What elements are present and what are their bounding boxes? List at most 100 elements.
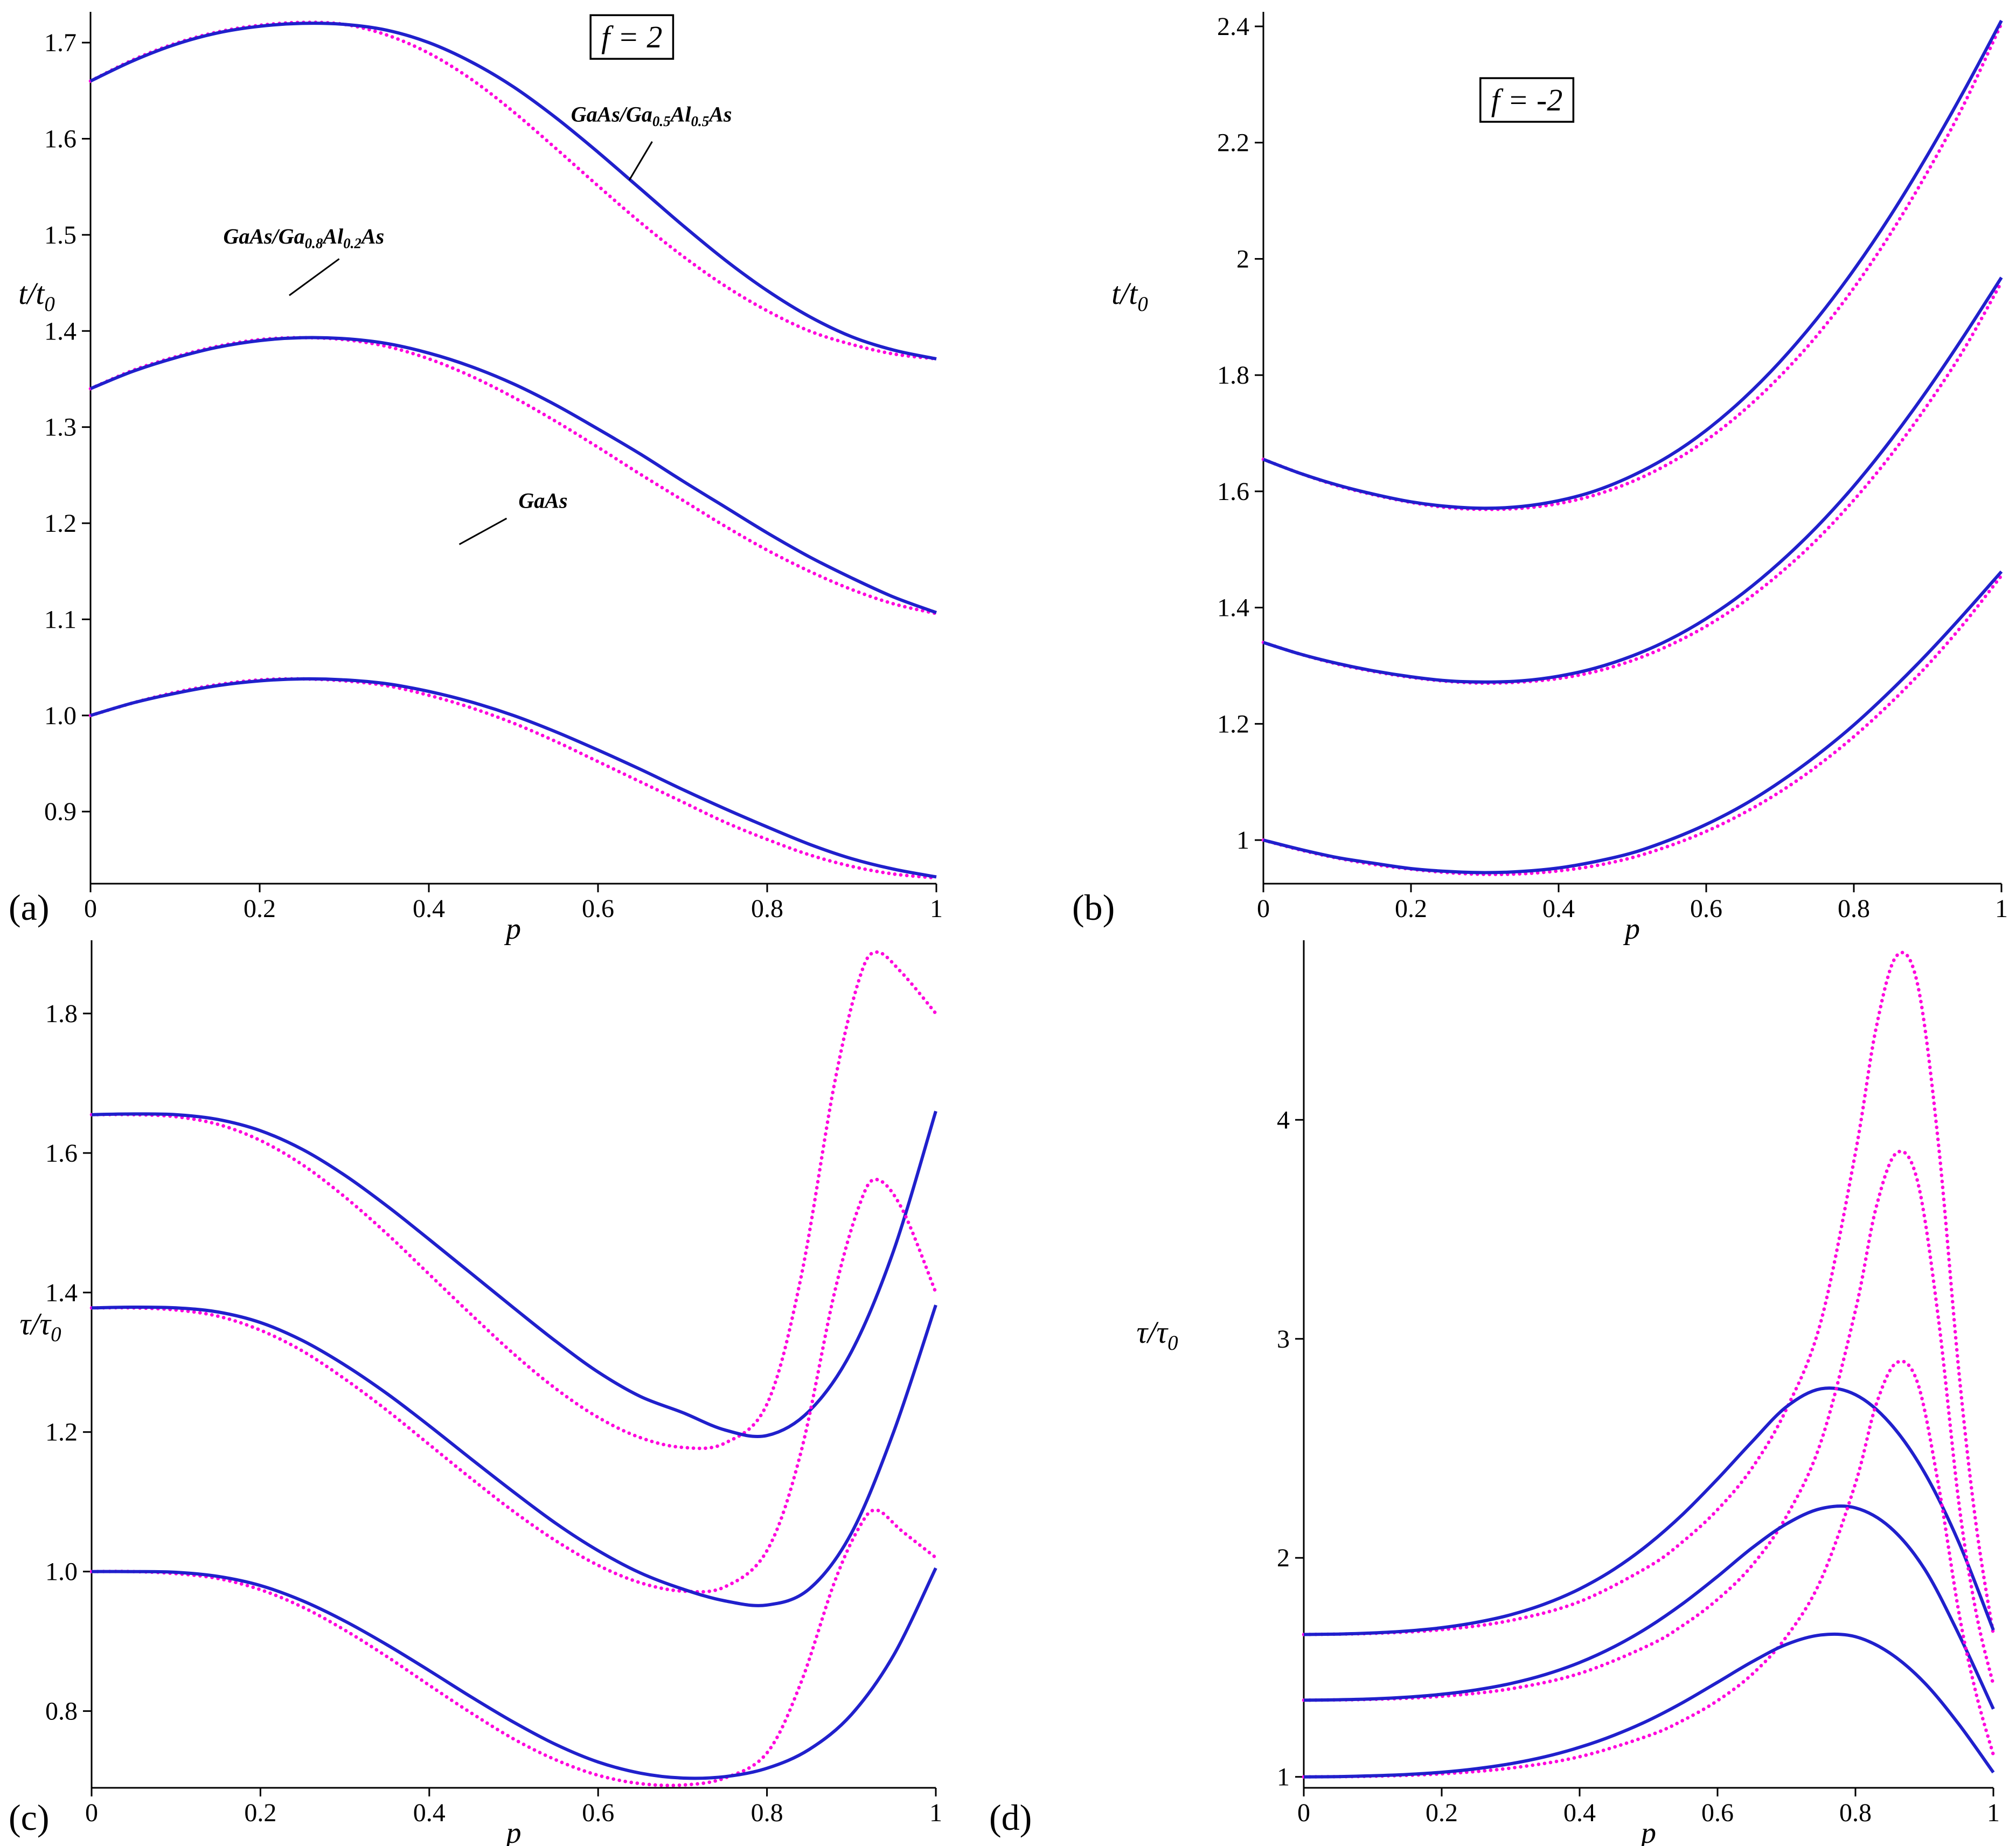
panel-label-b: (b) bbox=[1072, 887, 1115, 928]
y-tick-label-c: 0.8 bbox=[45, 1697, 78, 1726]
curve-a-GaAs-dotted bbox=[88, 677, 939, 880]
y-tick-label-c: 1.4 bbox=[45, 1279, 78, 1307]
curve-a-GaAs/Ga0.8Al0.2As-dotted bbox=[88, 336, 939, 615]
axes-b bbox=[1262, 12, 2001, 885]
curve-d-bottom-solid bbox=[1303, 1632, 1995, 1779]
x-tick-label-c: 0.2 bbox=[244, 1799, 276, 1827]
x-tick-label-d: 0.8 bbox=[1839, 1799, 1872, 1827]
curve-b-bottom-dotted bbox=[1261, 574, 2004, 877]
curve-d-bottom-dotted bbox=[1302, 1359, 1996, 1779]
y-tick-label-b: 1.2 bbox=[1217, 710, 1249, 738]
pointer-line-a bbox=[289, 258, 340, 296]
ylabel-a: t/t0 bbox=[18, 276, 55, 316]
curve-label-a: GaAs/Ga0.5Al0.5As bbox=[571, 102, 732, 129]
x-tick-label-a: 0.4 bbox=[413, 894, 445, 923]
curve-c-bottom-solid bbox=[91, 1567, 937, 1780]
x-tick-label-c: 0.4 bbox=[413, 1799, 446, 1827]
y-tick-label-d: 2 bbox=[1277, 1544, 1290, 1572]
x-tick-label-b: 0.6 bbox=[1690, 894, 1722, 923]
curve-a-GaAs/Ga0.5Al0.5As-solid bbox=[89, 22, 937, 360]
axes-d bbox=[1303, 940, 1993, 1789]
y-tick-label-a: 1.5 bbox=[44, 221, 77, 249]
x-tick-label-b: 0.2 bbox=[1395, 894, 1427, 923]
curve-b-middle-dotted bbox=[1261, 280, 2004, 685]
y-tick-label-a: 0.9 bbox=[44, 797, 77, 826]
y-tick-label-a: 1.6 bbox=[44, 124, 77, 153]
pointer-line-a bbox=[628, 141, 653, 181]
curve-label-a: GaAs bbox=[518, 488, 567, 512]
x-tick-label-b: 0 bbox=[1257, 894, 1270, 923]
x-tick-label-d: 0.6 bbox=[1701, 1799, 1734, 1827]
y-tick-label-c: 1.8 bbox=[45, 1000, 78, 1028]
panel-d: 0 0.2 0.4 0.6 0.8 1 1 2 3 4 p τ/τ0 bbox=[1136, 940, 2000, 1846]
curve-b-middle-solid bbox=[1263, 276, 2003, 684]
x-tick-label-b: 0.4 bbox=[1542, 894, 1575, 923]
y-tick-label-b: 1.6 bbox=[1217, 477, 1249, 506]
y-tick-label-d: 1 bbox=[1277, 1763, 1290, 1792]
ylabel-c: τ/τ0 bbox=[19, 1306, 61, 1346]
y-tick-label-d: 4 bbox=[1277, 1106, 1290, 1134]
panel-label-a: (a) bbox=[9, 887, 50, 928]
y-tick-label-b: 2 bbox=[1236, 245, 1249, 273]
curves-a bbox=[88, 20, 939, 880]
x-tick-label-a: 0.2 bbox=[244, 894, 276, 923]
x-tick-label-c: 0 bbox=[85, 1799, 98, 1827]
annotation-box-a bbox=[589, 14, 675, 60]
y-tick-label-b: 1.4 bbox=[1217, 594, 1249, 622]
y-tick-label-a: 1.4 bbox=[44, 317, 77, 345]
y-tick-label-d: 3 bbox=[1277, 1325, 1290, 1354]
curves-b bbox=[1261, 19, 2004, 877]
y-tick-label-a: 1.2 bbox=[44, 509, 77, 538]
y-tick-label-b: 2.2 bbox=[1217, 129, 1249, 157]
curve-c-middle-dotted bbox=[89, 1177, 938, 1594]
x-tick-label-b: 1 bbox=[1995, 894, 2008, 923]
x-tick-label-d: 0 bbox=[1297, 1799, 1310, 1827]
panel-label-d: (d) bbox=[989, 1797, 1032, 1838]
x-tick-label-b: 0.8 bbox=[1838, 894, 1870, 923]
x-tick-label-c: 0.6 bbox=[582, 1799, 614, 1827]
y-tick-label-b: 1.8 bbox=[1217, 361, 1249, 390]
curve-c-middle-solid bbox=[91, 1304, 937, 1607]
x-tick-label-d: 1 bbox=[1987, 1799, 2000, 1827]
curve-c-bottom-dotted bbox=[89, 1508, 938, 1787]
y-tick-label-a: 1.1 bbox=[44, 605, 77, 634]
ylabel-d: τ/τ0 bbox=[1136, 1315, 1178, 1355]
x-tick-label-a: 0 bbox=[84, 894, 97, 923]
x-tick-label-a: 1 bbox=[930, 894, 943, 923]
curve-c-top-solid bbox=[91, 1111, 937, 1439]
curve-label-a: GaAs/Ga0.8Al0.2As bbox=[223, 224, 384, 252]
curves-c bbox=[89, 950, 938, 1787]
axes-a bbox=[89, 12, 936, 885]
curve-b-top-solid bbox=[1262, 19, 2003, 510]
curve-d-middle-dotted bbox=[1302, 1149, 1996, 1702]
panel-c: 0 0.2 0.4 0.6 0.8 1 0.8 1.0 1.2 1.4 1.6 1.8 p τ/τ0 bbox=[19, 940, 942, 1846]
x-tick-label-d: 0.4 bbox=[1563, 1799, 1596, 1827]
x-tick-label-c: 1 bbox=[929, 1799, 942, 1827]
curve-a-GaAs/Ga0.8Al0.2As-solid bbox=[89, 336, 937, 614]
f-annotation-b: f = -2 bbox=[1491, 82, 1563, 117]
xlabel-d: p bbox=[1639, 1816, 1656, 1846]
curve-b-top-dotted bbox=[1261, 22, 2004, 511]
y-tick-label-b: 1 bbox=[1236, 826, 1249, 855]
y-tick-label-c: 1.2 bbox=[45, 1418, 78, 1447]
y-tick-label-a: 1.3 bbox=[44, 413, 77, 442]
pointer-line-a bbox=[458, 517, 508, 545]
annotation-box-b bbox=[1479, 77, 1575, 123]
xlabel-b: p bbox=[1623, 912, 1640, 946]
ylabel-b: t/t0 bbox=[1111, 276, 1148, 316]
xlabel-a: p bbox=[504, 912, 521, 946]
xlabel-c: p bbox=[504, 1816, 522, 1846]
curve-b-bottom-solid bbox=[1263, 570, 2003, 875]
panel-b: 0 0.2 0.4 0.6 0.8 1 1 1.2 1.4 1.6 1.8 2 2.2 2.4 p t/t0 f… bbox=[1111, 12, 2008, 946]
curve-c-top-dotted bbox=[89, 950, 938, 1451]
curves-d bbox=[1302, 950, 1996, 1779]
y-tick-label-c: 1.0 bbox=[45, 1558, 78, 1586]
panel-label-c: (c) bbox=[9, 1797, 50, 1838]
y-tick-label-b: 2.4 bbox=[1217, 12, 1249, 41]
curve-d-top-solid bbox=[1303, 1386, 1995, 1636]
y-tick-label-c: 1.6 bbox=[45, 1139, 78, 1168]
f-annotation-a: f = 2 bbox=[601, 19, 662, 54]
curve-d-top-dotted bbox=[1302, 950, 1996, 1636]
